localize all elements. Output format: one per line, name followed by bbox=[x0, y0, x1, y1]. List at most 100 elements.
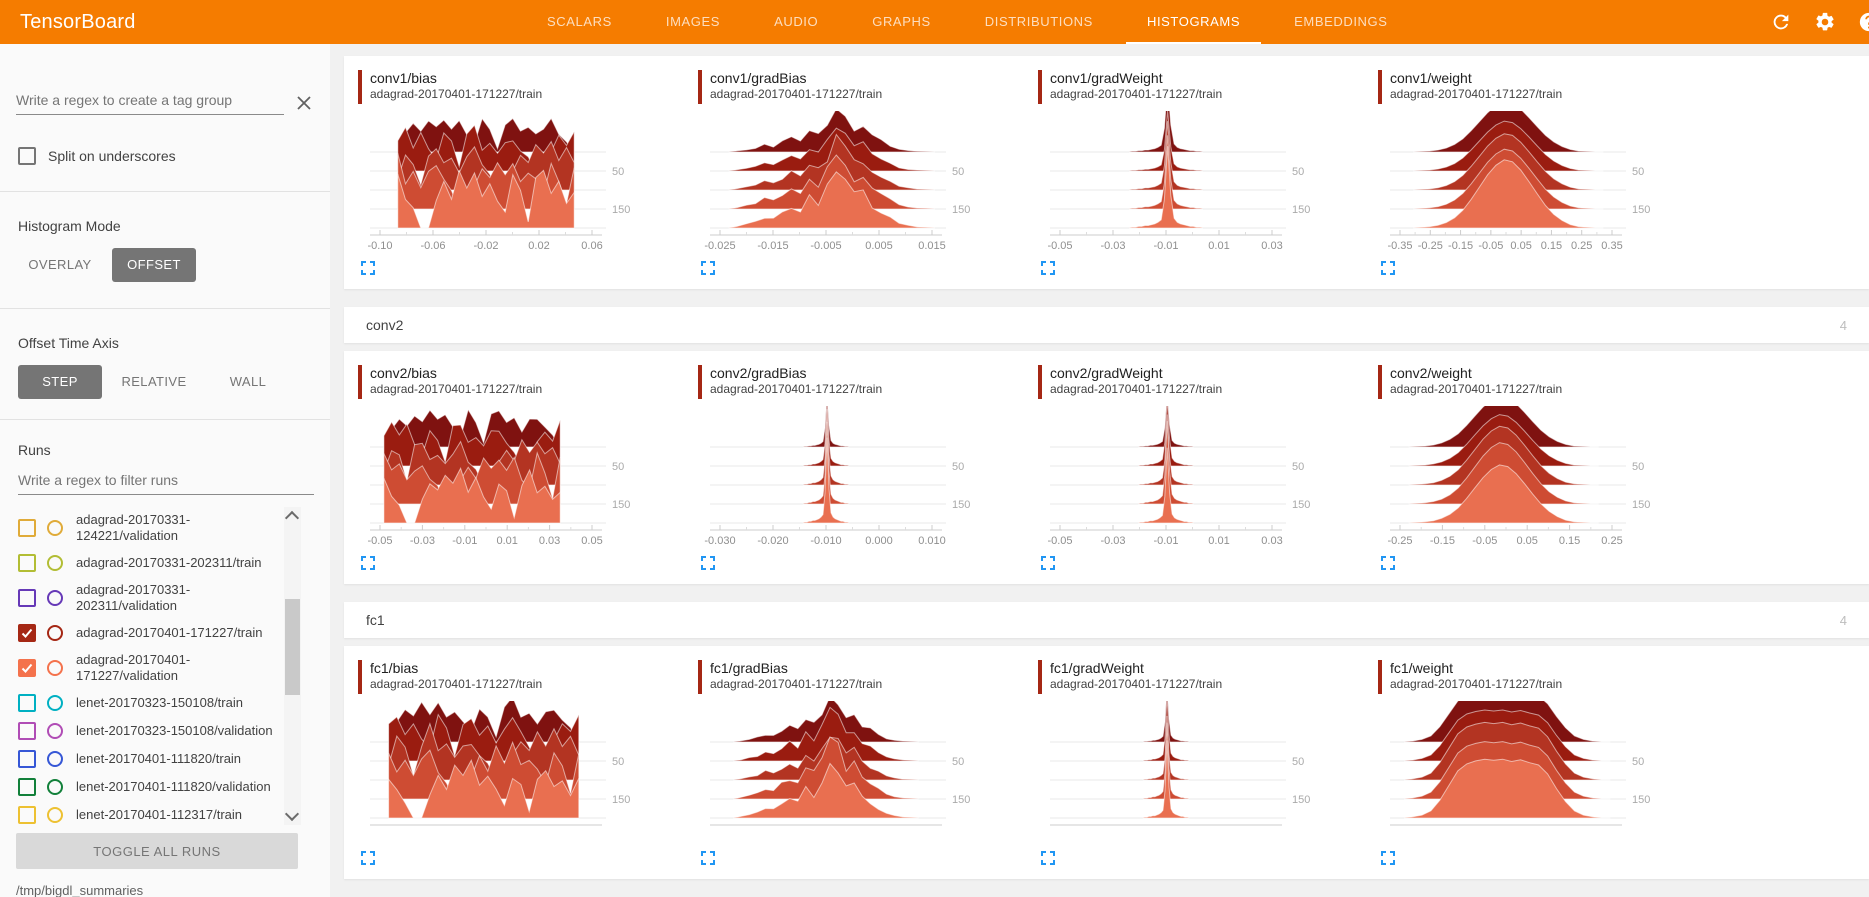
toggle-all-runs-button[interactable]: TOGGLE ALL RUNS bbox=[16, 833, 298, 869]
histogram-chart[interactable]: 50 150 bbox=[1038, 698, 1338, 848]
expand-icon[interactable] bbox=[1040, 850, 1056, 866]
run-checkbox-icon[interactable] bbox=[18, 694, 36, 712]
offset-axis-wall-button[interactable]: WALL bbox=[229, 374, 267, 389]
run-radio-icon[interactable] bbox=[47, 590, 63, 606]
runs-scrollbar[interactable] bbox=[284, 507, 301, 825]
run-item[interactable]: adagrad-20170401-171227/train bbox=[18, 619, 278, 647]
refresh-icon[interactable] bbox=[1770, 11, 1792, 33]
run-checkbox-icon[interactable] bbox=[18, 750, 36, 768]
histogram-chart[interactable]: 50 150 -0.030 -0.020 -0.010 0.000 0.010 bbox=[698, 403, 998, 553]
x-axis-tick-label: -0.15 bbox=[1448, 240, 1473, 252]
expand-icon[interactable] bbox=[1040, 260, 1056, 276]
expand-icon[interactable] bbox=[1380, 850, 1396, 866]
tab-distributions[interactable]: DISTRIBUTIONS bbox=[984, 14, 1093, 29]
card-tag-title: fc1/weight bbox=[1390, 660, 1454, 676]
run-checkbox-icon[interactable] bbox=[18, 722, 36, 740]
histogram-chart[interactable]: 50 150 -0.05 -0.03 -0.01 0.01 0.03 bbox=[1038, 403, 1338, 553]
run-checkbox-icon[interactable] bbox=[18, 659, 36, 677]
run-checkbox-icon[interactable] bbox=[18, 624, 36, 642]
app-title: TensorBoard bbox=[20, 10, 136, 33]
run-checkbox-icon[interactable] bbox=[18, 554, 36, 572]
expand-icon[interactable] bbox=[1380, 555, 1396, 571]
expand-icon[interactable] bbox=[1380, 260, 1396, 276]
run-radio-icon[interactable] bbox=[47, 723, 63, 739]
histogram-chart[interactable]: 50 150 -0.25 -0.15 -0.05 0.05 0.15 0.25 bbox=[1378, 403, 1678, 553]
offset-axis-step-button[interactable]: STEP bbox=[18, 365, 102, 399]
run-item[interactable]: lenet-20170323-150108/validation bbox=[18, 717, 278, 745]
run-item[interactable]: lenet-20170401-112317/train bbox=[18, 801, 278, 825]
run-checkbox-icon[interactable] bbox=[18, 589, 36, 607]
offset-axis-relative-button[interactable]: RELATIVE bbox=[121, 374, 187, 389]
group-count-badge: 4 bbox=[1839, 317, 1847, 333]
step-axis-label: 150 bbox=[1632, 204, 1650, 216]
histogram-chart[interactable]: 50 150 -0.025 -0.015 -0.005 0.005 0.015 bbox=[698, 108, 998, 258]
histogram-chart[interactable]: 50 150 -0.05 -0.03 -0.01 0.01 0.03 bbox=[1038, 108, 1338, 258]
tab-audio[interactable]: AUDIO bbox=[774, 14, 819, 29]
expand-icon[interactable] bbox=[1040, 555, 1056, 571]
histogram-chart[interactable]: 50 150 bbox=[698, 698, 998, 848]
step-axis-label: 150 bbox=[612, 794, 630, 806]
tab-scalars[interactable]: SCALARS bbox=[547, 14, 612, 29]
settings-icon[interactable] bbox=[1814, 11, 1836, 33]
card-tag-title: fc1/gradBias bbox=[710, 660, 788, 676]
run-checkbox-icon[interactable] bbox=[18, 519, 36, 537]
group-count-badge: 4 bbox=[1839, 612, 1847, 628]
checkbox-icon[interactable] bbox=[18, 147, 36, 165]
expand-icon[interactable] bbox=[360, 850, 376, 866]
expand-icon[interactable] bbox=[700, 555, 716, 571]
step-axis-label: 50 bbox=[952, 461, 964, 473]
expand-icon[interactable] bbox=[700, 850, 716, 866]
tab-embeddings[interactable]: EMBEDDINGS bbox=[1294, 14, 1388, 29]
expand-icon[interactable] bbox=[360, 555, 376, 571]
histogram-card-fc1-gradWeight: fc1/gradWeight adagrad-20170401-171227/tr… bbox=[1038, 660, 1378, 875]
help-icon[interactable] bbox=[1858, 11, 1869, 33]
run-radio-icon[interactable] bbox=[47, 695, 63, 711]
histogram-card-conv1-gradBias: conv1/gradBias adagrad-20170401-171227/tr… bbox=[698, 70, 1038, 285]
run-radio-icon[interactable] bbox=[47, 555, 63, 571]
app-bar: TensorBoard SCALARS IMAGES AUDIO GRAPHS DIST… bbox=[0, 0, 1869, 44]
x-axis-tick-label: 0.25 bbox=[1601, 535, 1622, 547]
histogram-chart[interactable]: 50 150 -0.05 -0.03 -0.01 0.01 0.03 0.05 bbox=[358, 403, 658, 553]
run-item[interactable]: lenet-20170401-111820/train bbox=[18, 745, 278, 773]
close-icon[interactable] bbox=[294, 93, 314, 113]
tab-histograms[interactable]: HISTOGRAMS bbox=[1120, 0, 1267, 44]
run-color-bar bbox=[1038, 70, 1042, 104]
scroll-down-icon[interactable] bbox=[284, 806, 300, 822]
run-item[interactable]: adagrad-20170401-171227/validation bbox=[18, 647, 278, 689]
run-radio-icon[interactable] bbox=[47, 751, 63, 767]
run-radio-icon[interactable] bbox=[47, 807, 63, 823]
scroll-up-icon[interactable] bbox=[284, 510, 300, 526]
histogram-chart[interactable]: 50 150 bbox=[358, 698, 658, 848]
run-radio-icon[interactable] bbox=[47, 660, 63, 676]
histogram-chart[interactable]: 50 150 -0.10 -0.06 -0.02 0.02 0.06 bbox=[358, 108, 658, 258]
run-checkbox-icon[interactable] bbox=[18, 806, 36, 824]
histogram-chart[interactable]: 50 150 bbox=[1378, 698, 1678, 848]
run-label: lenet-20170401-112317/train bbox=[76, 807, 243, 822]
histogram-chart[interactable]: 50 150 -0.35 -0.25 -0.15 -0.05 0.05 0.15 0.25 0.3… bbox=[1378, 108, 1678, 258]
tab-graphs[interactable]: GRAPHS bbox=[872, 14, 931, 29]
runs-filter-input[interactable] bbox=[18, 470, 314, 495]
expand-icon[interactable] bbox=[700, 260, 716, 276]
tag-regex-input[interactable] bbox=[16, 90, 284, 115]
x-axis-tick-label: -0.03 bbox=[410, 535, 435, 547]
scrollbar-thumb[interactable] bbox=[285, 599, 300, 695]
split-on-underscores-checkbox[interactable]: Split on underscores bbox=[18, 147, 314, 165]
run-item[interactable]: adagrad-20170331-124221/validation bbox=[18, 507, 278, 549]
run-radio-icon[interactable] bbox=[47, 625, 63, 641]
histogram-mode-overlay-button[interactable]: OVERLAY bbox=[28, 257, 92, 272]
expand-icon[interactable] bbox=[360, 260, 376, 276]
x-axis-tick-label: -0.01 bbox=[1153, 535, 1178, 547]
tab-images[interactable]: IMAGES bbox=[665, 14, 721, 29]
step-axis-label: 150 bbox=[1292, 204, 1310, 216]
run-item[interactable]: lenet-20170401-111820/validation bbox=[18, 773, 278, 801]
x-axis-tick-label: -0.03 bbox=[1100, 535, 1125, 547]
run-item[interactable]: lenet-20170323-150108/train bbox=[18, 689, 278, 717]
x-axis-tick-label: 0.03 bbox=[1261, 240, 1282, 252]
run-item[interactable]: adagrad-20170331-202311/validation bbox=[18, 577, 278, 619]
run-radio-icon[interactable] bbox=[47, 779, 63, 795]
histogram-mode-offset-button[interactable]: OFFSET bbox=[112, 248, 196, 282]
x-axis-tick-label: -0.010 bbox=[810, 535, 841, 547]
run-item[interactable]: adagrad-20170331-202311/train bbox=[18, 549, 278, 577]
run-checkbox-icon[interactable] bbox=[18, 778, 36, 796]
run-radio-icon[interactable] bbox=[47, 520, 63, 536]
